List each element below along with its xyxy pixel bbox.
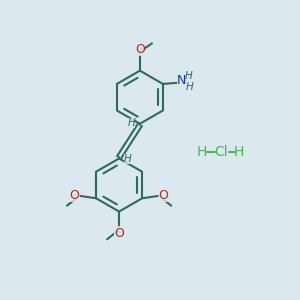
Text: N: N bbox=[177, 74, 187, 87]
Text: H: H bbox=[234, 145, 244, 158]
Text: H: H bbox=[184, 71, 192, 81]
Text: H: H bbox=[124, 154, 132, 164]
Text: O: O bbox=[114, 226, 124, 239]
Text: H: H bbox=[185, 82, 193, 92]
Text: O: O bbox=[159, 189, 169, 202]
Text: H: H bbox=[197, 145, 207, 158]
Text: H: H bbox=[127, 118, 135, 128]
Text: O: O bbox=[70, 189, 80, 202]
Text: Cl: Cl bbox=[214, 145, 228, 158]
Text: O: O bbox=[135, 43, 145, 56]
